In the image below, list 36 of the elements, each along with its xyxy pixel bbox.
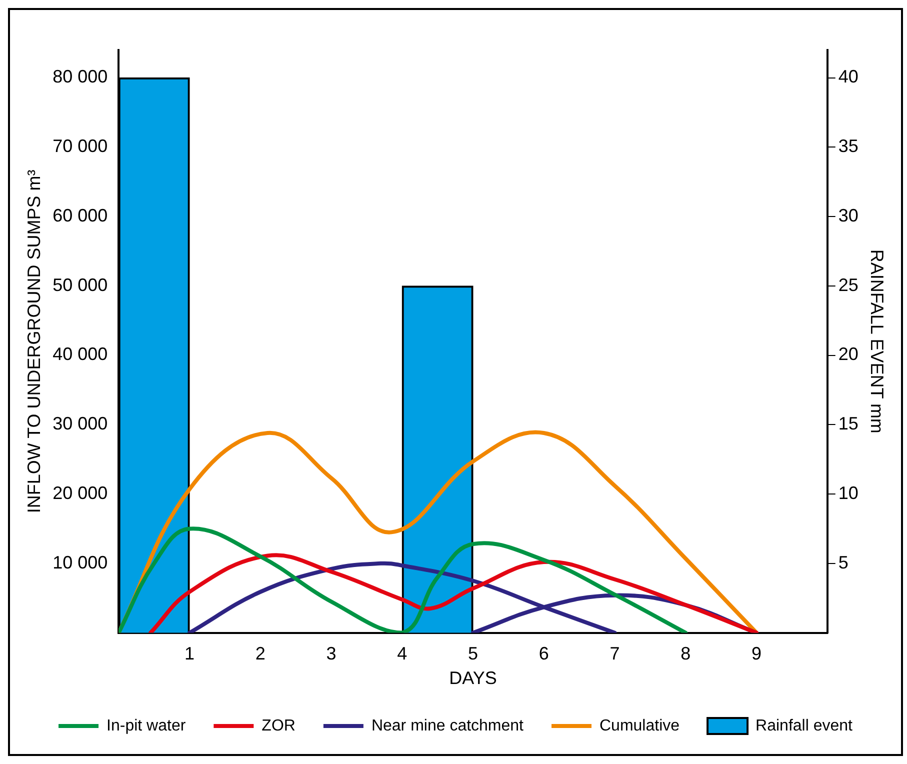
x-tick-label: 5 [468,644,478,664]
x-tick-label: 2 [255,644,266,664]
y2-tick-label: 15 [838,414,858,434]
line-series [118,526,688,633]
x-axis-title: DAYS [449,668,497,688]
y-tick-label: 30 000 [52,414,108,434]
y2-tick-label: 20 [838,344,858,364]
y2-tick-label: 40 [838,66,858,87]
x-tick-label: 8 [680,644,691,664]
y2-tick-label: 10 [838,483,858,504]
y-tick-label: 10 000 [52,552,108,572]
y-tick-label: 60 000 [52,205,108,226]
x-tick-label: 7 [610,644,620,664]
legend-label: Cumulative [600,717,680,734]
y-axis-title: INFLOW TO UNDERGROUND SUMPS m³ [24,170,44,514]
legend-label: In-pit water [106,717,186,734]
line-series [148,553,759,633]
legend-label: Near mine catchment [371,717,524,734]
x-tick-label: 4 [397,644,408,664]
legend-label: ZOR [262,717,296,734]
y-tick-label: 80 000 [52,66,108,87]
y-tick-label: 50 000 [52,274,108,295]
y2-tick-label: 5 [838,552,848,572]
y-tick-label: 40 000 [52,344,108,364]
y2-tick-label: 30 [838,205,858,226]
legend-label: Rainfall event [756,717,854,734]
x-tick-label: 1 [184,644,195,664]
y2-axis-title: RAINFALL EVENT mm [867,249,888,434]
x-tick-label: 9 [752,644,762,664]
y2-tick-label: 25 [838,274,858,295]
x-tick-label: 3 [326,644,336,664]
x-tick-label: 6 [538,644,549,664]
y-tick-label: 70 000 [52,136,108,156]
line-series [118,430,759,633]
y2-tick-label: 35 [838,136,858,156]
y-tick-label: 20 000 [52,483,108,504]
